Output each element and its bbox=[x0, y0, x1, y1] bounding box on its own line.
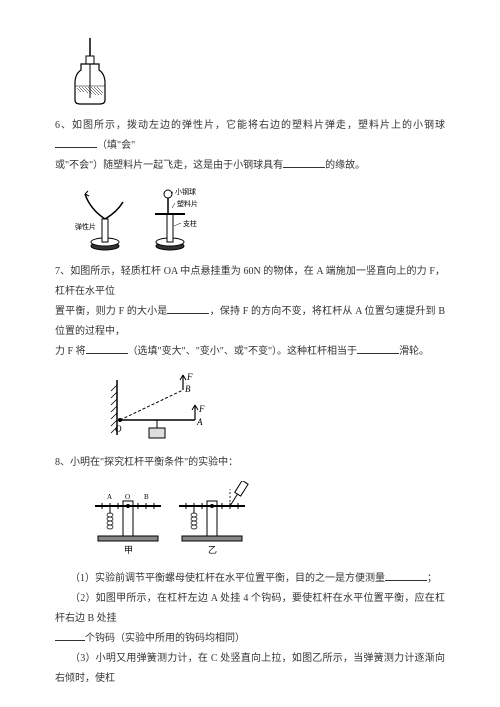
figure-q8: A O B 甲 乙 bbox=[90, 481, 445, 561]
q8-sub1-blank bbox=[385, 569, 427, 581]
q8-sub2-blank bbox=[55, 629, 85, 641]
label-O: O bbox=[115, 424, 122, 434]
q7-line3: 力 F 将 （选填"变大"、"变小"、或"不变"）。这种杠杆相当于 滑轮。 bbox=[55, 342, 445, 362]
q8-text-a: 8、小明在"探究杠杆平衡条件"的实验中： bbox=[55, 457, 238, 468]
q8-sub2b: 个钩码（实验中所用的钩码均相同） bbox=[55, 629, 445, 649]
q6-blank1 bbox=[55, 136, 97, 148]
q7-text-f: 滑轮。 bbox=[399, 346, 429, 357]
q7-text-b: 置平衡，则力 F 的大小是 bbox=[55, 306, 167, 317]
label-q8-B: B bbox=[144, 493, 149, 501]
label-sheet: 塑料片 bbox=[177, 199, 198, 208]
figure-lever: O A B F F bbox=[105, 370, 445, 445]
q7-line2: 置平衡，则力 F 的大小是，保持 F 的方向不变，将杠杆从 A 位置匀速提升到 … bbox=[55, 302, 445, 342]
q8-sub2: （2）如图甲所示，在杠杆左边 A 处挂 4 个钩码，要使杠杆在水平位置平衡，应在… bbox=[55, 589, 445, 629]
q7-blank2 bbox=[86, 342, 128, 354]
figure-bottle bbox=[65, 38, 445, 108]
q7-text-a: 7、如图所示，轻质杠杆 OA 中点悬挂重为 60N 的物体，在 A 端施加一竖直… bbox=[55, 266, 445, 297]
q7-line1: 7、如图所示，轻质杠杆 OA 中点悬挂重为 60N 的物体，在 A 端施加一竖直… bbox=[55, 262, 445, 302]
q8-sub1-a: （1）实验前调节平衡螺母使杠杆在水平位置平衡，目的之一是方便测量 bbox=[70, 573, 385, 584]
q8-sub1: （1）实验前调节平衡螺母使杠杆在水平位置平衡，目的之一是方便测量 ； bbox=[55, 569, 445, 589]
label-F2: F bbox=[198, 404, 205, 414]
q6-text-b: （填"会" bbox=[97, 140, 135, 151]
label-F1: F bbox=[186, 372, 193, 382]
label-ball: 小钢球 bbox=[175, 187, 196, 196]
label-A: A bbox=[196, 417, 203, 427]
q8-sub1-b: ； bbox=[427, 573, 437, 584]
q8-sub3-t: （3）小明又用弹簧测力计，在 C 处竖直向上拉，如图乙所示，当弹簧测力计逐渐向右… bbox=[55, 653, 445, 684]
label-support: 支柱 bbox=[183, 219, 197, 228]
q7-text-e: （选填"变大"、"变小"、或"不变"）。这种杠杆相当于 bbox=[128, 346, 358, 357]
q8-sub3: （3）小明又用弹簧测力计，在 C 处竖直向上拉，如图乙所示，当弹簧测力计逐渐向右… bbox=[55, 649, 445, 689]
label-B: B bbox=[185, 384, 191, 394]
q6-line1: 6、如图所示，拨动左边的弹性片，它能将右边的塑料片弹走，塑料片上的小钢球 （填"会… bbox=[55, 116, 445, 156]
label-jia: 甲 bbox=[124, 545, 133, 555]
q6-text-a: 6、如图所示，拨动左边的弹性片，它能将右边的塑料片弹走，塑料片上的小钢球 bbox=[55, 120, 445, 131]
label-q8-O: O bbox=[125, 493, 130, 501]
q6-line2: 或"不会"）随塑料片一起飞走，这是由于小钢球具有 的缘故。 bbox=[55, 156, 445, 176]
label-yi: 乙 bbox=[208, 545, 217, 555]
q6-text-d: 的缘故。 bbox=[325, 160, 365, 171]
figure-elastic: 弹性片 小钢球 塑料片 支柱 bbox=[75, 184, 445, 254]
q8-line1: 8、小明在"探究杠杆平衡条件"的实验中： bbox=[55, 453, 445, 473]
label-elastic: 弹性片 bbox=[75, 222, 96, 231]
q7-text-d: 力 F 将 bbox=[55, 346, 86, 357]
q6-text-c: 或"不会"）随塑料片一起飞走，这是由于小钢球具有 bbox=[55, 160, 283, 171]
q8-sub2-b: 个钩码（实验中所用的钩码均相同） bbox=[85, 633, 245, 644]
label-q8-A: A bbox=[107, 493, 112, 501]
q6-blank2 bbox=[283, 156, 325, 168]
q7-blank1 bbox=[167, 302, 209, 314]
q7-blank3 bbox=[357, 342, 399, 354]
q8-sub2-a: （2）如图甲所示，在杠杆左边 A 处挂 4 个钩码，要使杠杆在水平位置平衡，应在… bbox=[55, 593, 445, 624]
